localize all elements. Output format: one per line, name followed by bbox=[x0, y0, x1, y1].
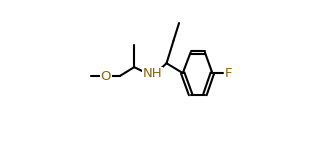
Text: F: F bbox=[224, 67, 232, 79]
Text: NH: NH bbox=[143, 67, 163, 80]
Text: O: O bbox=[101, 69, 111, 83]
